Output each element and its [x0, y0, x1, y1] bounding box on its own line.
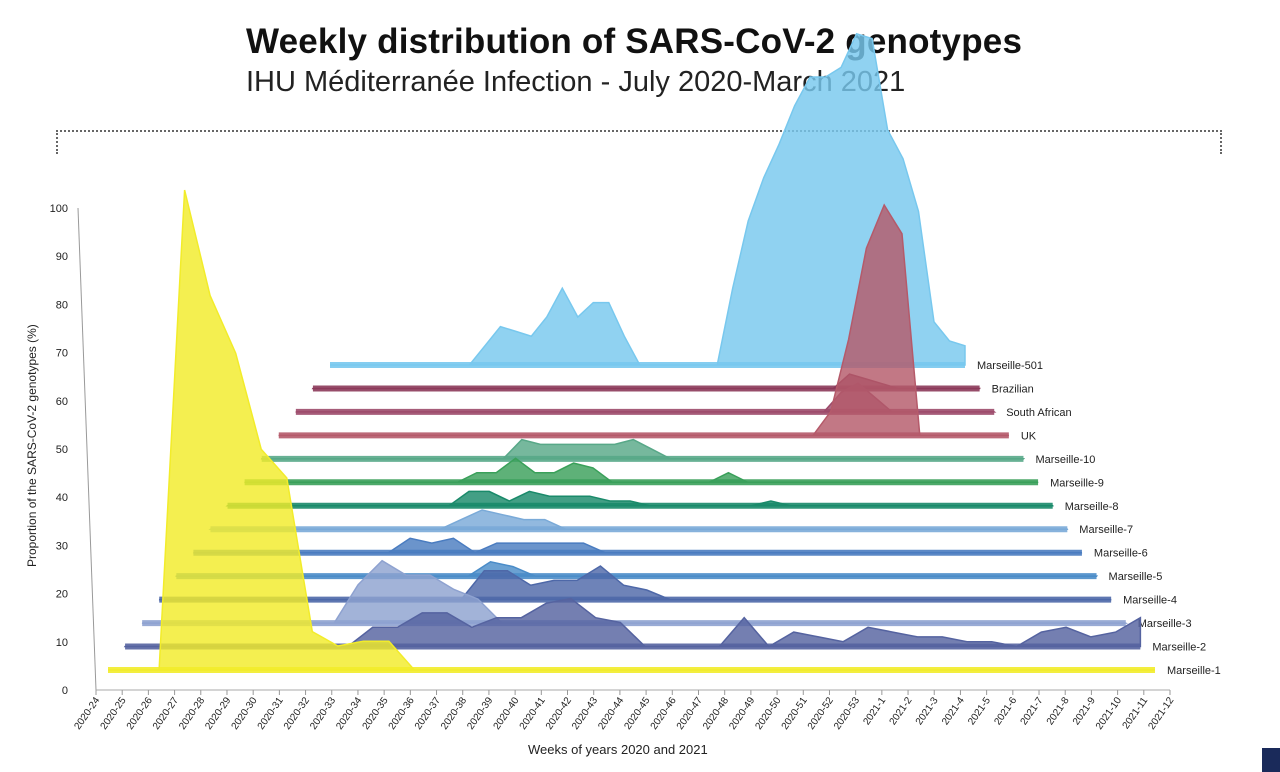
y-axis-label: Proportion of the SARS-CoV-2 genotypes (…: [25, 324, 39, 567]
x-tick-label: 2020-53: [832, 695, 862, 732]
series-label: Marseille-7: [1079, 524, 1133, 536]
y-tick-label: 60: [56, 396, 68, 408]
series-label: South African: [1006, 407, 1071, 419]
series-label: Marseille-6: [1094, 548, 1148, 560]
x-tick-label: 2021-2: [888, 695, 915, 727]
y-tick-label: 30: [56, 540, 68, 552]
y-tick-label: 90: [56, 251, 68, 263]
x-tick-label: 2021-9: [1071, 695, 1098, 727]
series-label: Marseille-2: [1152, 642, 1206, 654]
series-label: Brazilian: [992, 383, 1034, 395]
y-tick-label: 20: [56, 589, 68, 601]
series-label: Marseille-501: [977, 360, 1043, 372]
series-area: [278, 203, 1010, 437]
x-axis-label: Weeks of years 2020 and 2021: [528, 742, 708, 757]
x-tick-label: 2021-6: [992, 695, 1019, 727]
y-tick-label: 10: [56, 637, 68, 649]
y-tick-label: 40: [56, 492, 68, 504]
y-axis-line: [77, 207, 97, 691]
series-label: Marseille-8: [1065, 501, 1119, 513]
chart-title: Weekly distribution of SARS-CoV-2 genoty…: [246, 22, 1023, 61]
y-tick-label: 80: [56, 299, 68, 311]
x-tick-label: 2021-12: [1146, 695, 1176, 732]
chart-subtitle: IHU Méditerranée Infection - July 2020-M…: [246, 66, 906, 98]
series-area: [244, 457, 1039, 484]
series-label: Marseille-9: [1050, 477, 1104, 489]
x-tick-label: 2021-1: [861, 695, 888, 727]
x-tick-label: 2021-8: [1045, 695, 1072, 727]
series-label: Marseille-4: [1123, 595, 1177, 607]
y-tick-label: 50: [56, 444, 68, 456]
series-label: Marseille-3: [1138, 618, 1192, 630]
chart-frame: [56, 130, 1222, 154]
x-tick-label: 2021-3: [914, 695, 941, 727]
x-tick-label: 2021-4: [940, 695, 967, 727]
series-label: Marseille-10: [1035, 454, 1095, 466]
series-label: Marseille-5: [1109, 571, 1163, 583]
x-tick-label: 2021-5: [966, 695, 993, 727]
x-tick-label: 2021-7: [1019, 695, 1046, 727]
x-tick-label: 2021-10: [1094, 695, 1124, 732]
y-tick-label: 100: [50, 203, 68, 215]
corner-decoration: [1262, 748, 1280, 772]
series-label: Marseille-1: [1167, 665, 1221, 677]
y-tick-label: 0: [62, 685, 68, 697]
series-label: UK: [1021, 430, 1037, 442]
y-tick-label: 70: [56, 348, 68, 360]
